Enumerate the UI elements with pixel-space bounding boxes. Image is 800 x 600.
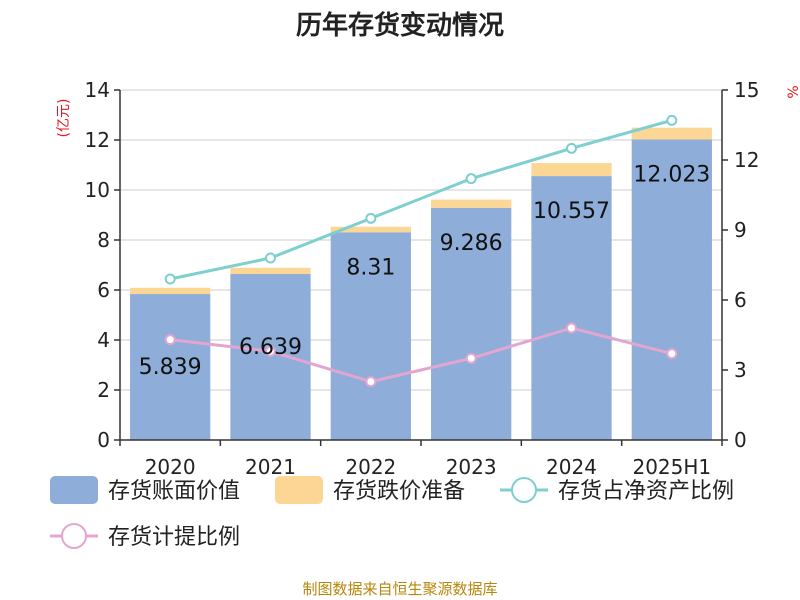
point-provision-2025H1 [666, 348, 678, 360]
data-label-2024: 10.557 [533, 199, 610, 224]
line-series [164, 114, 678, 388]
source-note: 制图数据来自恒生聚源数据库 [302, 580, 497, 598]
bar-impairment-2020 [130, 287, 211, 295]
x-tick-label-2023: 2023 [446, 455, 497, 479]
legend-swatch-book-value [50, 476, 98, 504]
point-provision-2021 [265, 345, 276, 357]
bar-book-value-2021 [230, 274, 311, 440]
legend-label-net-assets-ratio: 存货占净资产比例 [558, 479, 734, 504]
data-label-2022: 8.31 [346, 255, 395, 280]
point-net-assets-2022 [365, 212, 377, 224]
bar-impairment-2022 [330, 226, 411, 233]
left-tick-label-0: 0 [97, 428, 110, 452]
point-net-assets-2024 [566, 142, 577, 154]
right-tick-label-12: 12 [734, 148, 759, 172]
bar-book-value-2020 [130, 294, 211, 440]
left-tick-label-2: 2 [97, 378, 110, 402]
chart-title: 历年存货变动情况 [296, 10, 504, 41]
bar-impairment-2025H1 [631, 127, 712, 140]
axes: 0 2 4 6 8 10 12 14 0 3 6 9 12 15 2020 2021 2022 2023 2024 2… [85, 78, 760, 479]
legend-marker-provision-ratio [61, 523, 87, 549]
x-tick-label-2025H1: 2025H1 [632, 455, 711, 479]
point-provision-2023 [465, 352, 477, 364]
bar-impairment-2024 [531, 163, 612, 177]
bar-book-value-2025H1 [631, 139, 712, 441]
point-net-assets-2025H1 [666, 114, 678, 126]
right-tick-label-3: 3 [734, 358, 747, 382]
x-tick-label-2024: 2024 [546, 455, 597, 479]
line-inventory-to-net-assets [169, 118, 673, 281]
x-tick-label-2020: 2020 [145, 455, 196, 479]
left-tick-label-6: 6 [97, 278, 110, 302]
data-labels: 5.839 6.639 8.31 9.286 10.557 12.023 [139, 162, 711, 380]
data-label-2021: 6.639 [239, 335, 302, 360]
right-tick-label-0: 0 [734, 428, 747, 452]
right-tick-label-6: 6 [734, 288, 747, 312]
data-label-2020: 5.839 [139, 355, 202, 380]
bar-book-value-2024 [531, 176, 612, 440]
left-tick-label-4: 4 [97, 328, 110, 352]
point-net-assets-2023 [465, 173, 477, 185]
line-provision-ratio [169, 326, 673, 384]
legend-label-provision-ratio: 存货计提比例 [108, 525, 240, 550]
legend-swatch-impairment [275, 476, 323, 504]
left-tick-label-14: 14 [85, 78, 110, 102]
point-net-assets-2021 [265, 252, 276, 264]
x-tick-label-2021: 2021 [245, 455, 296, 479]
bar-impairment-2021 [230, 267, 311, 275]
bar-book-value-2022 [330, 232, 411, 440]
point-provision-2022 [365, 376, 377, 388]
left-tick-label-8: 8 [97, 228, 110, 252]
bar-impairment-2023 [431, 199, 512, 208]
legend-marker-net-assets-ratio [511, 477, 537, 503]
point-provision-2020 [164, 334, 176, 346]
point-net-assets-2020 [164, 273, 176, 285]
legend-label-impairment: 存货跌价准备 [333, 479, 465, 504]
left-tick-label-12: 12 [85, 128, 110, 152]
point-provision-2024 [566, 322, 577, 334]
data-label-2025H1: 12.023 [633, 162, 710, 187]
right-axis-unit: % [786, 85, 800, 98]
bar-book-value-2023 [431, 207, 512, 440]
legend-label-book-value: 存货账面价值 [108, 479, 240, 504]
left-tick-label-10: 10 [85, 178, 110, 202]
bar-series [130, 127, 712, 441]
right-tick-label-9: 9 [734, 218, 747, 242]
gridlines [120, 89, 722, 391]
left-axis-unit: (亿元) [56, 99, 72, 138]
right-tick-label-15: 15 [734, 78, 759, 102]
x-tick-label-2022: 2022 [345, 455, 396, 479]
data-label-2023: 9.286 [440, 231, 503, 256]
